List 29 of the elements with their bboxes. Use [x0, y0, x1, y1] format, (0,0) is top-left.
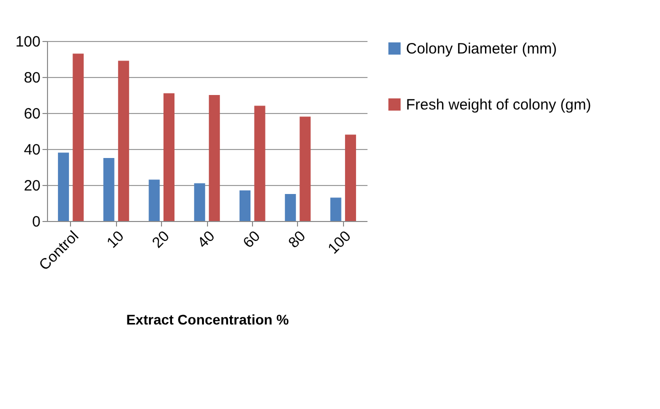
y-tick-label: 100: [15, 34, 40, 50]
x-axis-title: Extract Concentration %: [126, 311, 290, 328]
bar: [254, 106, 266, 221]
bar: [58, 152, 69, 221]
y-tick-label: 0: [32, 214, 40, 230]
bar: [345, 134, 356, 221]
x-tick-label: 80: [285, 228, 310, 252]
x-tick-label: 60: [240, 228, 264, 252]
legend-label: Fresh weight of colony (gm): [406, 96, 592, 114]
bar: [118, 60, 130, 221]
y-tick-label: 20: [24, 178, 40, 194]
bar: [330, 198, 342, 221]
legend-label: Colony Diameter (mm): [406, 40, 557, 58]
y-tick-label: 60: [24, 106, 40, 122]
bar: [163, 93, 174, 221]
bar: [300, 116, 311, 221]
y-tick-label: 80: [24, 70, 40, 86]
x-tick-label: 100: [324, 228, 354, 258]
bar: [208, 95, 220, 221]
x-tick-label: 20: [149, 228, 173, 252]
bar: [284, 194, 296, 221]
bar: [72, 54, 84, 221]
bar: [103, 158, 114, 221]
x-tick-label: 40: [194, 228, 218, 252]
bar: [194, 183, 206, 221]
x-tick-label: 10: [104, 228, 128, 252]
bar: [148, 180, 160, 221]
y-tick-label: 40: [24, 142, 40, 158]
bar: [240, 190, 251, 221]
